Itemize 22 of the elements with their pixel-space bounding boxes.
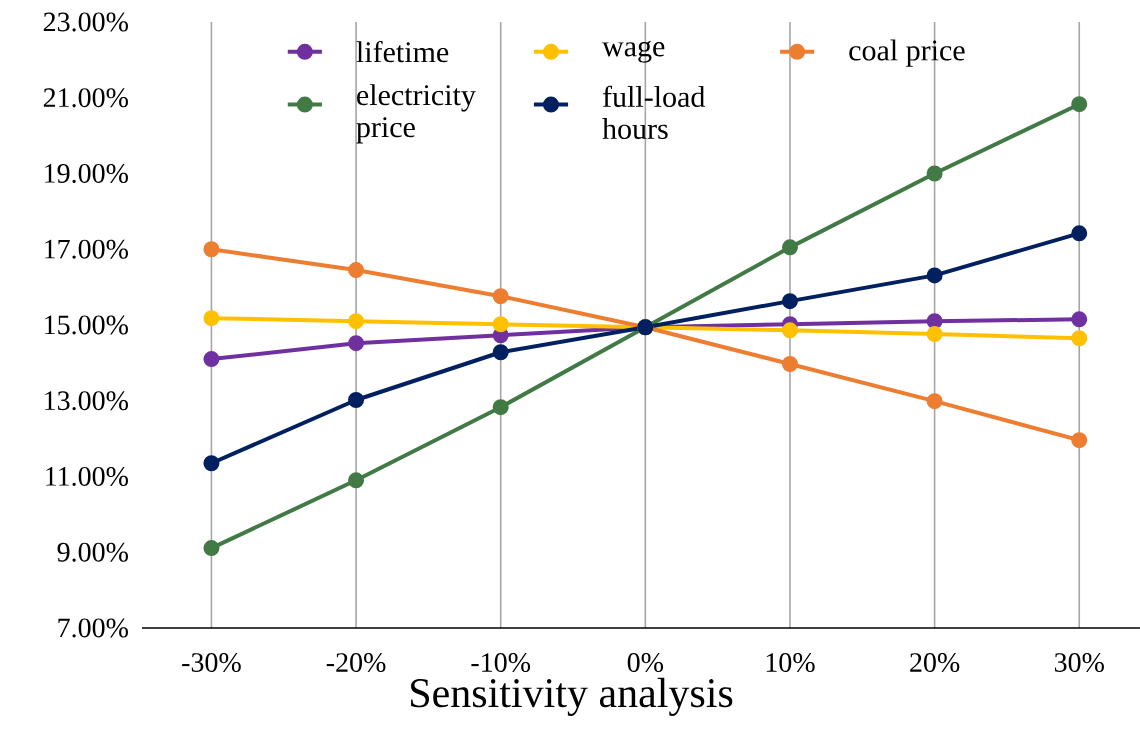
x-tick-label: -30%	[182, 653, 241, 673]
x-tick-label: 10%	[766, 653, 815, 673]
legend-label: full-load hours	[602, 85, 705, 140]
y-tick-label: 23.00%	[43, 12, 128, 32]
y-tick-label: 9.00%	[57, 542, 128, 562]
y-tick-label: 7.00%	[58, 618, 128, 638]
x-tick-label: -20%	[326, 653, 386, 673]
x-tick-label: 20%	[910, 653, 960, 673]
x-tick-label: 0%	[627, 653, 664, 673]
legend-label: lifetime	[356, 40, 449, 63]
x-axis-title: Sensitivity analysis	[411, 677, 733, 716]
y-tick-label: 15.00%	[45, 315, 128, 335]
legend-label: wage	[602, 40, 665, 63]
y-tick-label: 11.00%	[46, 466, 128, 487]
x-tick-label: -10%	[471, 653, 531, 673]
y-tick-label: 21.00%	[43, 88, 128, 108]
y-tick-label: 13.00%	[45, 391, 128, 411]
x-tick-label: 30%	[1054, 653, 1104, 673]
legend-label: coal price	[849, 39, 965, 67]
y-tick-label: 19.00%	[45, 163, 128, 184]
y-tick-label: 17.00%	[45, 239, 128, 259]
legend-label: electricity price	[356, 84, 476, 144]
